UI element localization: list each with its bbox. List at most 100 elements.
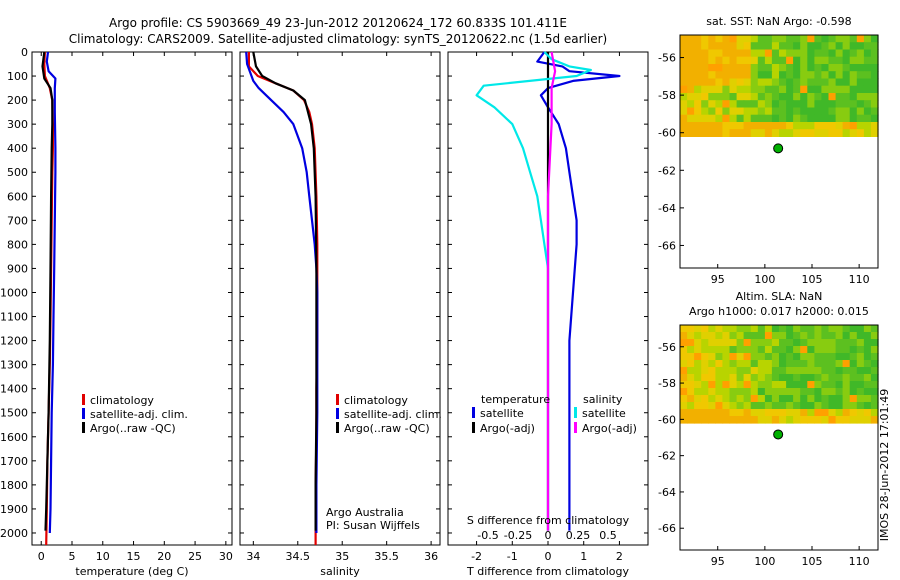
heatmap-cell [842, 346, 851, 354]
heatmap-field [680, 325, 879, 424]
heatmap-cell [786, 367, 794, 375]
heatmap-cell [800, 325, 808, 333]
heatmap-cell [687, 49, 695, 58]
heatmap-cell [807, 114, 815, 123]
heatmap-cell [786, 122, 794, 130]
heatmap-cell [870, 122, 879, 130]
heatmap-cell [814, 122, 823, 130]
depth-tick-label: 800 [7, 238, 28, 251]
depth-tick-label: 1200 [0, 335, 28, 348]
heatmap-cell [729, 129, 738, 137]
heatmap-cell [680, 395, 688, 403]
heatmap-cell [849, 78, 858, 87]
heatmap-cell [764, 346, 773, 354]
heatmap-cell [750, 56, 759, 65]
heatmap-cell [800, 339, 808, 347]
heatmap-cell [821, 388, 830, 396]
heatmap-cell [736, 78, 745, 87]
map-y-tick-label: -62 [658, 164, 676, 177]
heatmap-cell [835, 100, 844, 108]
heatmap-cell [849, 325, 858, 333]
x-tick-label: 20 [157, 550, 171, 563]
heatmap-cell [771, 78, 780, 87]
heatmap-cell [722, 339, 731, 347]
map-x-tick-label: 100 [754, 555, 775, 568]
heatmap-cell [821, 381, 830, 389]
heatmap-cell [750, 85, 759, 94]
heatmap-cell [821, 374, 830, 382]
heatmap-cell [764, 395, 773, 403]
heatmap-cell [701, 388, 709, 396]
heatmap-cell [764, 374, 773, 382]
heatmap-cell [821, 56, 830, 65]
heatmap-cell [687, 122, 695, 130]
heatmap-cell [757, 56, 766, 65]
heatmap-cell [856, 93, 865, 101]
heatmap-cell [870, 360, 879, 368]
heatmap-cell [835, 395, 844, 403]
heatmap-cell [687, 395, 695, 403]
heatmap-cell [828, 114, 837, 123]
heatmap-cell [694, 339, 702, 347]
heatmap-cell [835, 381, 844, 389]
heatmap-cell [835, 64, 844, 72]
x-tick-label: -1 [507, 550, 518, 563]
heatmap-cell [722, 374, 731, 382]
heatmap-cell [771, 85, 780, 94]
heatmap-cell [800, 122, 808, 130]
heatmap-cell [856, 409, 865, 417]
heatmap-cell [863, 360, 872, 368]
heatmap-cell [842, 78, 851, 87]
depth-tick-label: 0 [21, 46, 28, 59]
map-x-tick-label: 105 [802, 273, 823, 286]
heatmap-cell [870, 35, 879, 43]
heatmap-cell [715, 332, 724, 340]
heatmap-cell [729, 367, 738, 375]
heatmap-cell [764, 100, 773, 108]
heatmap-cell [779, 93, 787, 101]
heatmap-cell [870, 71, 879, 79]
heatmap-cell [856, 353, 865, 361]
heatmap-cell [729, 346, 738, 354]
heatmap-cell [856, 100, 865, 108]
heatmap-cell [807, 332, 815, 340]
heatmap-cell [849, 42, 858, 50]
heatmap-cell [793, 78, 801, 87]
heatmap-cell [800, 360, 808, 368]
heatmap-cell [687, 325, 695, 333]
depth-tick-label: 1400 [0, 383, 28, 396]
heatmap-cell [849, 64, 858, 72]
heatmap-cell [800, 395, 808, 403]
heatmap-cell [757, 416, 766, 424]
heatmap-cell [764, 325, 773, 333]
heatmap-cell [821, 129, 830, 137]
heatmap-cell [701, 360, 709, 368]
heatmap-cell [764, 129, 773, 137]
heatmap-cell [701, 339, 709, 347]
heatmap-cell [694, 85, 702, 94]
heatmap-cell [828, 360, 837, 368]
heatmap-cell [856, 402, 865, 410]
salinity-panel: 34 34.5 35 35.5 36 salinity climatologysatelli… [239, 51, 442, 578]
heatmap-cell [828, 129, 837, 137]
map-frame [679, 34, 879, 269]
heatmap-cell [793, 107, 801, 116]
heatmap-cell [743, 100, 752, 108]
heatmap-cell [764, 388, 773, 396]
heatmap-cell [842, 325, 851, 333]
heatmap-cell [708, 49, 716, 58]
heatmap-cell [750, 374, 759, 382]
heatmap-cell [849, 332, 858, 340]
legend-swatch [82, 422, 85, 433]
heatmap-cell [821, 367, 830, 375]
imos-timestamp: IMOS 28-Jun-2012 17:01:49 [878, 389, 891, 542]
heatmap-cell [701, 416, 709, 424]
heatmap-cell [842, 85, 851, 94]
heatmap-cell [743, 71, 752, 79]
heatmap-cell [793, 100, 801, 108]
heatmap-cell [750, 93, 759, 101]
heatmap-cell [807, 100, 815, 108]
heatmap-cell [680, 56, 688, 65]
heatmap-cell [701, 346, 709, 354]
argo-position-marker [773, 429, 784, 440]
